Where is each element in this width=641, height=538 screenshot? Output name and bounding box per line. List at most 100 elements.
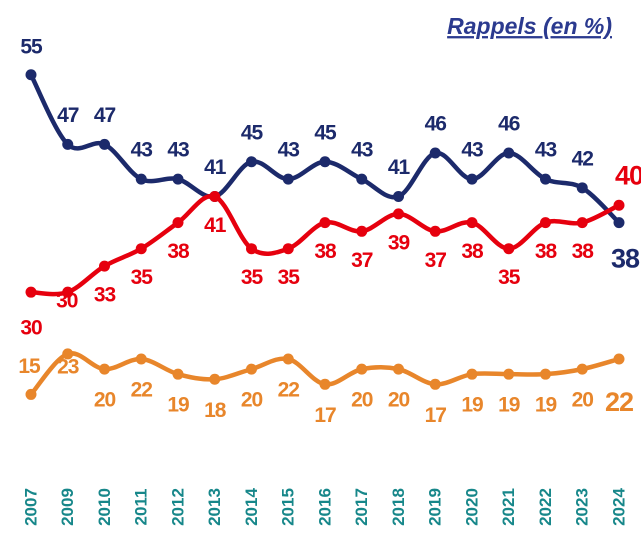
point [25,286,37,298]
point [99,138,110,150]
x-tick-label: 2018 [389,488,408,526]
point [135,243,147,255]
point [319,156,331,168]
point [135,173,147,185]
point [246,156,257,168]
data-label: 19 [461,394,483,417]
point [429,147,441,159]
data-label: 20 [388,389,410,412]
data-label: 45 [241,121,264,144]
point [576,182,588,194]
data-label: 41 [388,156,411,179]
point [613,199,625,211]
x-tick-label: 2020 [462,488,481,526]
point [282,173,294,185]
data-label: 20 [572,389,594,412]
point [613,217,625,229]
data-label: 30 [20,317,42,340]
point [503,368,515,380]
data-label: 35 [131,266,154,289]
data-label: 42 [572,147,594,170]
data-label: 38 [611,244,640,274]
point [246,363,257,375]
data-label: 47 [94,104,116,127]
point [62,138,74,150]
data-label: 19 [498,394,520,417]
point [393,208,404,220]
point [466,173,478,185]
data-label: 43 [535,139,557,162]
data-label: 35 [241,266,264,289]
data-label: 38 [535,240,558,263]
data-label: 15 [18,355,41,378]
data-label: 38 [572,240,595,263]
point [540,173,551,185]
point [25,388,37,400]
data-label: 17 [425,404,447,427]
data-label: 37 [425,249,447,272]
data-label: 19 [535,394,557,417]
data-label: 23 [57,355,79,378]
data-label: 30 [56,290,78,313]
data-label: 18 [204,399,227,422]
x-tick-label: 2021 [499,488,518,526]
data-label: 43 [278,139,300,162]
x-tick-label: 2022 [536,488,555,526]
x-tick-label: 2015 [279,488,298,526]
data-label: 35 [498,266,521,289]
x-tick-label: 2014 [242,488,261,526]
point [282,243,294,255]
data-label: 40 [615,160,641,190]
point [209,191,221,203]
point [209,373,221,385]
x-tick-label: 2010 [95,488,114,526]
data-label: 20 [94,389,116,412]
data-label: 20 [241,389,263,412]
point [540,368,551,380]
data-label: 43 [461,139,483,162]
point [503,147,515,159]
data-label: 19 [167,394,189,417]
data-label: 46 [498,113,520,136]
point [172,217,184,229]
point [466,217,478,229]
data-label: 35 [278,266,301,289]
point [135,353,147,365]
data-label: 43 [351,139,373,162]
point [62,286,74,298]
data-label: 46 [425,113,447,136]
point [429,225,441,237]
point [429,378,441,390]
x-tick-label: 2013 [205,488,224,526]
x-tick-label: 2011 [132,489,151,526]
point [393,363,404,375]
data-label: 38 [167,240,190,263]
data-label: 33 [94,284,116,307]
point [356,363,368,375]
chart-title: Rappels (en %) [447,13,612,39]
data-label: 17 [314,404,336,427]
point [576,363,588,375]
data-label: 38 [314,240,337,263]
point [319,217,331,229]
data-label: 39 [388,231,410,254]
point [393,191,404,203]
x-tick-label: 2023 [573,488,592,526]
x-tick-label: 2024 [609,488,628,526]
point [319,378,331,390]
data-label: 41 [204,214,227,237]
data-label: 43 [167,139,189,162]
point [613,353,625,365]
x-tick-label: 2016 [315,488,334,526]
data-label: 43 [131,139,153,162]
point [99,363,110,375]
x-tick-label: 2019 [426,488,445,526]
point [246,243,257,255]
data-label: 22 [278,379,300,402]
data-label: 37 [351,249,373,272]
data-label: 38 [461,240,484,263]
point [356,225,368,237]
point [540,217,551,229]
point [466,368,478,380]
